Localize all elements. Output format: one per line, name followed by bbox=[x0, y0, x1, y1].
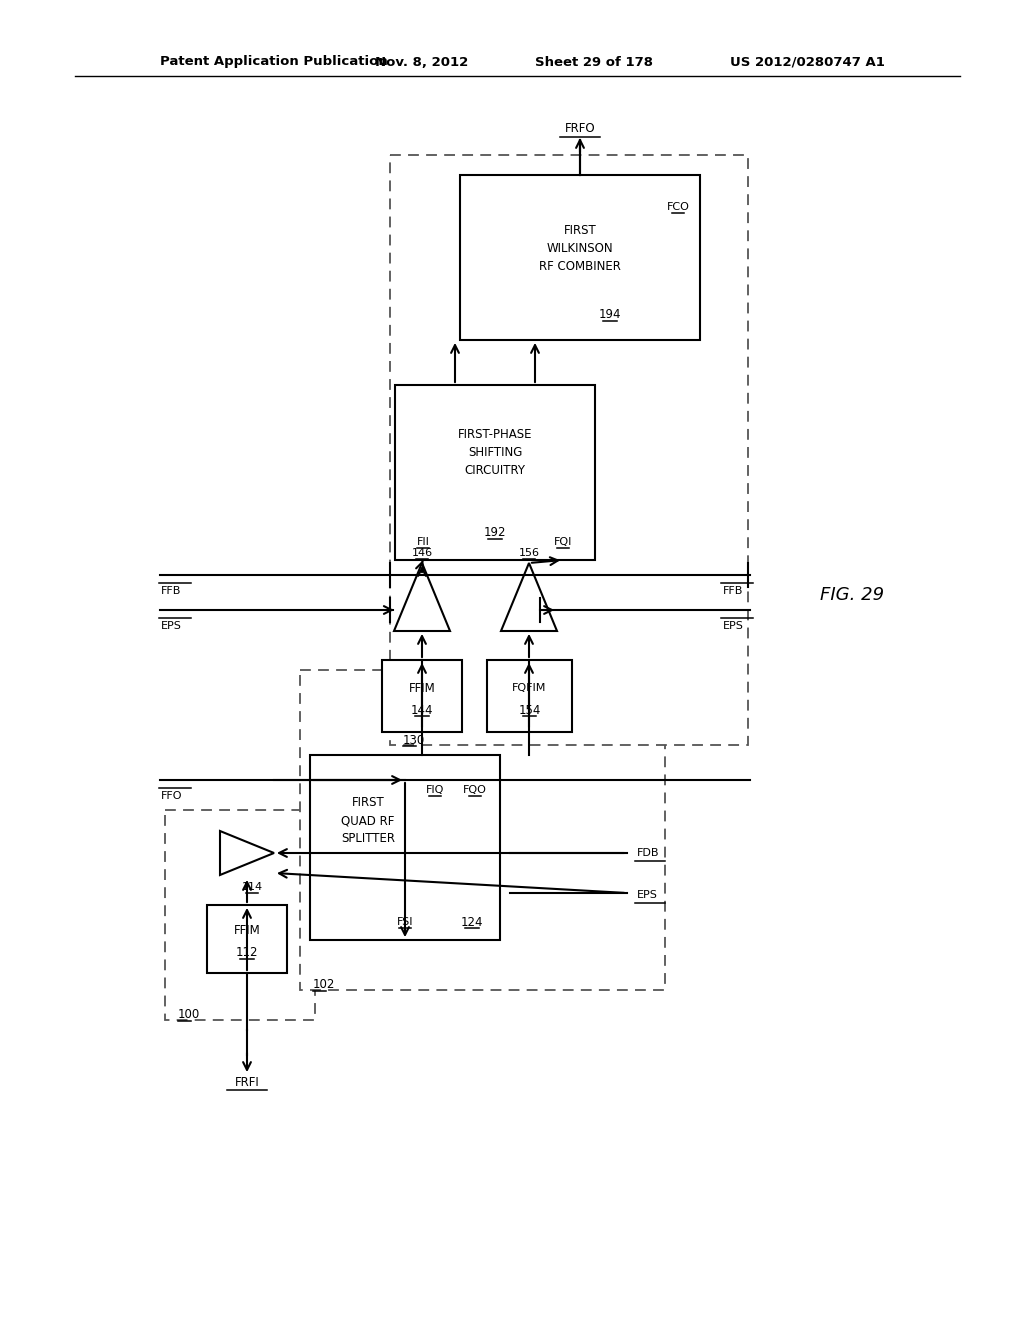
Text: FFB: FFB bbox=[723, 586, 743, 597]
Text: FRFO: FRFO bbox=[564, 121, 595, 135]
Polygon shape bbox=[220, 832, 274, 875]
Text: RF COMBINER: RF COMBINER bbox=[539, 260, 621, 272]
Text: FIRST: FIRST bbox=[563, 223, 596, 236]
Polygon shape bbox=[394, 564, 450, 631]
Bar bbox=[390, 154, 748, 744]
Text: EPS: EPS bbox=[723, 620, 743, 631]
Text: FIRST-PHASE: FIRST-PHASE bbox=[458, 429, 532, 441]
Text: 124: 124 bbox=[461, 916, 483, 928]
Text: FIG. 29: FIG. 29 bbox=[820, 586, 884, 605]
Text: US 2012/0280747 A1: US 2012/0280747 A1 bbox=[730, 55, 885, 69]
Text: 130: 130 bbox=[403, 734, 425, 747]
Text: FFB: FFB bbox=[161, 586, 181, 597]
Polygon shape bbox=[501, 564, 557, 631]
Text: FSI: FSI bbox=[396, 917, 414, 927]
Text: SPLITTER: SPLITTER bbox=[341, 833, 395, 846]
Text: SHIFTING: SHIFTING bbox=[468, 446, 522, 459]
Bar bbox=[487, 660, 572, 733]
Bar bbox=[382, 660, 462, 733]
Text: 194: 194 bbox=[599, 309, 622, 322]
Text: FII: FII bbox=[417, 537, 429, 546]
Bar bbox=[460, 176, 700, 341]
Text: FQO: FQO bbox=[463, 785, 487, 795]
Text: FFIM: FFIM bbox=[409, 681, 435, 694]
Text: 154: 154 bbox=[518, 704, 541, 717]
Text: CIRCUITRY: CIRCUITRY bbox=[465, 465, 525, 478]
Text: 146: 146 bbox=[412, 548, 432, 558]
Text: FFIM: FFIM bbox=[233, 924, 260, 937]
Text: FIQ: FIQ bbox=[426, 785, 444, 795]
Bar bbox=[395, 385, 595, 560]
Text: 114: 114 bbox=[242, 882, 262, 892]
Text: FCO: FCO bbox=[667, 202, 689, 213]
Bar bbox=[310, 755, 500, 940]
Text: 100: 100 bbox=[178, 1008, 201, 1022]
Text: EPS: EPS bbox=[637, 890, 657, 900]
Text: 156: 156 bbox=[518, 548, 540, 558]
Text: 112: 112 bbox=[236, 946, 258, 960]
Text: QUAD RF: QUAD RF bbox=[341, 814, 394, 828]
Bar bbox=[300, 671, 665, 990]
Text: EPS: EPS bbox=[161, 620, 182, 631]
Text: 144: 144 bbox=[411, 704, 433, 717]
Text: 192: 192 bbox=[483, 527, 506, 540]
Text: FDB: FDB bbox=[637, 847, 659, 858]
Text: Patent Application Publication: Patent Application Publication bbox=[160, 55, 388, 69]
Text: 102: 102 bbox=[313, 978, 336, 991]
Text: Sheet 29 of 178: Sheet 29 of 178 bbox=[535, 55, 653, 69]
Text: FQFIM: FQFIM bbox=[512, 682, 547, 693]
Text: Nov. 8, 2012: Nov. 8, 2012 bbox=[375, 55, 468, 69]
Bar bbox=[165, 810, 315, 1020]
Text: WILKINSON: WILKINSON bbox=[547, 242, 613, 255]
Text: FRFI: FRFI bbox=[234, 1076, 259, 1089]
Bar bbox=[207, 906, 287, 973]
Text: FQI: FQI bbox=[554, 537, 572, 546]
Text: FFO: FFO bbox=[161, 791, 182, 801]
Text: FIRST: FIRST bbox=[351, 796, 384, 809]
